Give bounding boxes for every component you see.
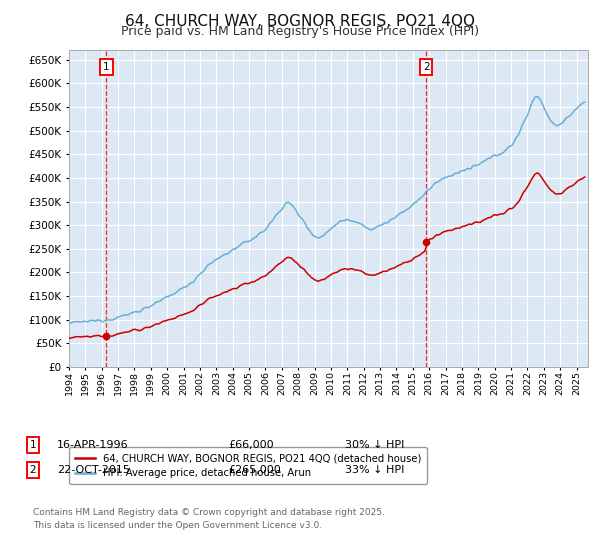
Text: 30% ↓ HPI: 30% ↓ HPI [345,440,404,450]
Text: 64, CHURCH WAY, BOGNOR REGIS, PO21 4QQ: 64, CHURCH WAY, BOGNOR REGIS, PO21 4QQ [125,14,475,29]
Text: This data is licensed under the Open Government Licence v3.0.: This data is licensed under the Open Gov… [33,521,322,530]
Legend: 64, CHURCH WAY, BOGNOR REGIS, PO21 4QQ (detached house), HPI: Average price, det: 64, CHURCH WAY, BOGNOR REGIS, PO21 4QQ (… [69,447,427,484]
Text: £265,000: £265,000 [228,465,281,475]
Text: 1: 1 [29,440,37,450]
Text: 2: 2 [29,465,37,475]
Text: 22-OCT-2015: 22-OCT-2015 [57,465,130,475]
Text: 1: 1 [103,62,110,72]
Text: £66,000: £66,000 [228,440,274,450]
Text: 16-APR-1996: 16-APR-1996 [57,440,128,450]
Text: 2: 2 [423,62,430,72]
Text: Price paid vs. HM Land Registry's House Price Index (HPI): Price paid vs. HM Land Registry's House … [121,25,479,38]
Text: 33% ↓ HPI: 33% ↓ HPI [345,465,404,475]
Text: Contains HM Land Registry data © Crown copyright and database right 2025.: Contains HM Land Registry data © Crown c… [33,508,385,517]
